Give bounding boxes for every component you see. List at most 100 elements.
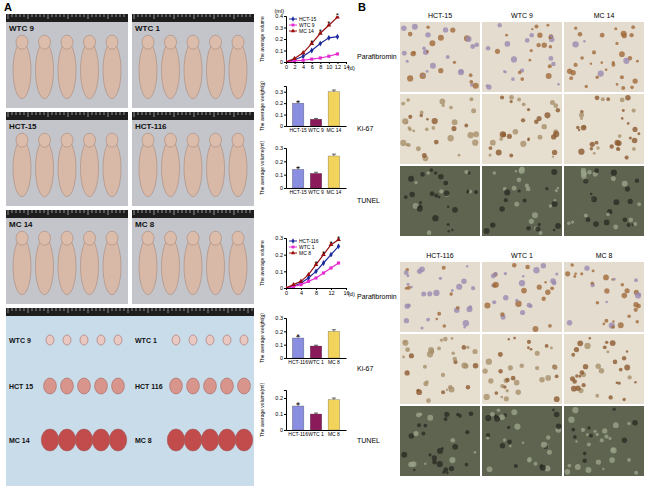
- cell-nucleus: [401, 26, 406, 31]
- ruler-tick: [88, 112, 89, 117]
- cell-nucleus: [512, 263, 517, 268]
- ruler-tick: [188, 308, 189, 313]
- cell-nucleus: [622, 33, 627, 38]
- cell-nucleus: [613, 422, 619, 428]
- cell-nucleus: [536, 43, 540, 47]
- cell-nucleus: [584, 343, 590, 349]
- tick-label: 0: [280, 355, 283, 361]
- cell-nucleus: [574, 26, 577, 29]
- cell-nucleus: [555, 223, 561, 229]
- ruler-tick: [166, 14, 167, 17]
- ruler-tick: [170, 210, 171, 213]
- marker: [310, 58, 313, 61]
- cell-nucleus: [444, 191, 450, 197]
- ruler-tick: [134, 210, 135, 215]
- cell-nucleus: [628, 199, 633, 204]
- cell-nucleus: [498, 352, 503, 357]
- cell-nucleus: [504, 189, 510, 195]
- cell-nucleus: [493, 282, 499, 288]
- mice-photo: MC 8: [132, 210, 254, 304]
- tick-mark: [284, 115, 286, 116]
- ruler-tick: [52, 112, 53, 115]
- cell-nucleus: [604, 288, 609, 293]
- tumor: [240, 335, 248, 345]
- ruler-tick: [134, 14, 135, 19]
- ruler-tick: [32, 308, 33, 311]
- axis-line: [284, 391, 287, 431]
- cell-nucleus: [539, 377, 545, 383]
- cell-nucleus: [488, 378, 493, 383]
- ruler-tick: [84, 112, 85, 115]
- cell-nucleus: [632, 147, 636, 151]
- cell-nucleus: [474, 190, 478, 194]
- ruler-tick: [112, 308, 113, 311]
- tick-mark: [284, 39, 286, 40]
- ruler-tick: [28, 210, 29, 215]
- cell-nucleus: [612, 320, 614, 322]
- tick: HCT-116: [288, 430, 308, 437]
- tumor: [112, 378, 125, 394]
- cell-nucleus: [600, 33, 605, 38]
- cell-nucleus: [578, 149, 584, 155]
- tick-label: MC 14: [327, 127, 342, 133]
- cell-nucleus: [432, 455, 437, 460]
- cell-nucleus: [604, 319, 608, 323]
- ruler-tick: [180, 308, 181, 311]
- cell-nucleus: [602, 468, 604, 470]
- tumor: [58, 429, 76, 451]
- ruler-tick: [150, 14, 151, 17]
- ruler-tick: [84, 210, 85, 213]
- cell-nucleus: [491, 274, 496, 279]
- ruler-tick: [206, 112, 207, 115]
- ruler-tick: [72, 308, 73, 311]
- tick-label: 0.2: [275, 252, 283, 258]
- ruler-tick: [222, 210, 223, 213]
- cell-nucleus: [447, 135, 453, 141]
- cell-nucleus: [518, 189, 521, 192]
- ruler-tick: [212, 308, 213, 311]
- ruler-tick: [134, 112, 135, 117]
- ruler-tick: [162, 210, 163, 213]
- cell-nucleus: [552, 155, 554, 157]
- cell-nucleus: [520, 77, 524, 81]
- ruler-tick: [166, 210, 167, 213]
- ruler-tick: [174, 112, 175, 117]
- cell-nucleus: [553, 131, 559, 137]
- mice-photo: MC 14: [6, 210, 128, 304]
- cell-nucleus: [423, 365, 427, 369]
- ruler-tick: [184, 308, 185, 311]
- cell-nucleus: [575, 386, 580, 391]
- cell-nucleus: [552, 409, 555, 412]
- cell-nucleus: [447, 230, 450, 233]
- ruler-tick: [194, 14, 195, 19]
- bar: [292, 406, 304, 430]
- ruler-tick: [234, 112, 235, 117]
- tick-label: MC 14: [327, 189, 342, 195]
- ihc-image: [482, 94, 562, 164]
- cell-nucleus: [402, 356, 405, 359]
- cell-nucleus: [402, 118, 408, 124]
- marker: [307, 280, 310, 283]
- ruler-tick: [116, 14, 117, 17]
- cell-nucleus: [623, 218, 628, 223]
- cell-nucleus: [450, 438, 455, 443]
- cell-nucleus: [416, 389, 422, 395]
- cell-nucleus: [473, 83, 479, 89]
- cell-nucleus: [626, 350, 629, 353]
- ruler-tick: [88, 210, 89, 215]
- cell-nucleus: [585, 85, 588, 88]
- chart: 00.10.20.3The average volume0481216(d)HC…: [259, 234, 355, 297]
- mouse-head: [106, 231, 118, 245]
- error-cap: [314, 345, 318, 346]
- cell-nucleus: [570, 263, 574, 267]
- tick: HCT-15: [289, 126, 306, 133]
- mouse-body: [139, 140, 157, 196]
- legend: HCT-15WTC 9MC 14: [289, 16, 316, 34]
- ruler-tick: [56, 112, 57, 115]
- ruler-tick: [80, 14, 81, 17]
- mouse-head: [39, 231, 51, 245]
- cell-nucleus: [443, 181, 448, 186]
- tick-mark: [284, 28, 286, 29]
- cell-nucleus: [620, 98, 625, 103]
- ruler-tick: [226, 112, 227, 115]
